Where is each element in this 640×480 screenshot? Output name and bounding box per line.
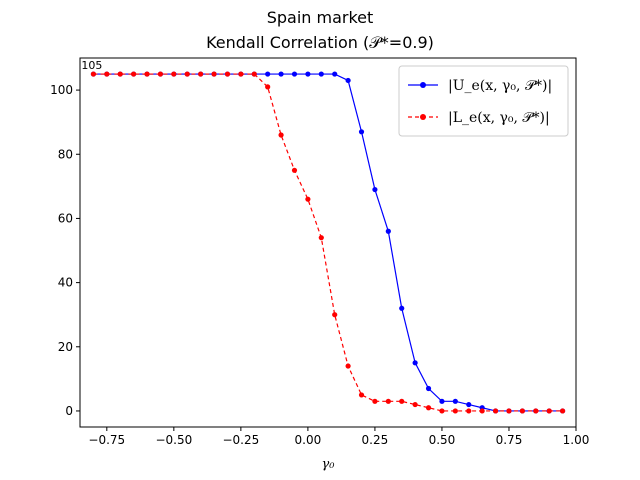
series-1-point xyxy=(452,408,458,414)
x-tick-label: −0.75 xyxy=(88,433,125,447)
series-1-point xyxy=(358,392,365,398)
x-tick-label: −0.25 xyxy=(222,433,259,447)
chart-title: Spain market xyxy=(267,8,374,27)
series-1-point xyxy=(318,235,324,241)
series-1-point xyxy=(104,71,110,77)
legend: |U_e(x, γ₀, 𝒫*)| |L_e(x, γ₀, 𝒫*)| xyxy=(398,65,569,137)
series-0-point xyxy=(345,77,351,84)
series-1-point xyxy=(533,408,539,414)
y-tick-label: 20 xyxy=(58,340,73,354)
y-tick-label: 80 xyxy=(58,147,73,161)
series-1-point xyxy=(278,132,284,138)
series-1-point xyxy=(184,71,190,77)
series-1-point xyxy=(412,401,418,408)
series-1-point xyxy=(157,71,164,77)
series-1-point xyxy=(238,71,244,77)
series-1-point xyxy=(131,71,137,77)
series-0-point xyxy=(385,228,391,234)
y-tick-label: 0 xyxy=(65,404,73,418)
series-1-point xyxy=(251,71,257,77)
series-0-point xyxy=(305,71,311,77)
x-tick-label: 0.50 xyxy=(429,433,456,447)
x-axis-label: γ₀ xyxy=(322,457,336,472)
series-0-point xyxy=(265,71,271,77)
y-tick-label: 100 xyxy=(50,83,73,97)
axes: −0.75 −0.50 −0.25 0.00 0.25 0.50 0.75 1.00 0 20 40… xyxy=(50,57,590,447)
series-0-point xyxy=(439,398,445,404)
series-1-point xyxy=(479,408,485,414)
series-0-point xyxy=(399,305,405,311)
series-1-point xyxy=(291,167,298,173)
series-1-point xyxy=(117,71,123,77)
series-1-point xyxy=(506,408,512,414)
series-1-point xyxy=(399,398,405,404)
x-tick-label: 1.00 xyxy=(563,433,590,447)
series-1-point xyxy=(144,71,150,77)
series-1-point xyxy=(305,196,311,202)
series-0-point xyxy=(425,385,432,392)
series-1-point xyxy=(425,405,432,411)
series-1-point xyxy=(466,408,472,414)
series-0-point xyxy=(466,401,472,408)
series-1-point xyxy=(385,398,391,404)
series-1-point xyxy=(198,71,204,77)
series-1-point xyxy=(492,408,499,414)
plot-frame xyxy=(79,57,577,428)
series-1-point xyxy=(211,71,217,77)
series-0-point xyxy=(291,71,298,77)
series-1-point xyxy=(345,363,351,369)
series-0-point xyxy=(358,129,365,135)
legend-frame xyxy=(398,65,569,137)
legend-label-upper: |U_e(x, γ₀, 𝒫*)| xyxy=(448,78,552,94)
series-1-point xyxy=(439,408,445,414)
series-1-point xyxy=(372,398,378,404)
x-tick-label: 0.75 xyxy=(496,433,523,447)
series-0-point xyxy=(372,186,378,193)
series-1-point xyxy=(519,408,525,414)
series-1-point xyxy=(224,71,231,77)
legend-marker-lower xyxy=(420,114,426,120)
series-1-point xyxy=(559,408,566,414)
series-1-point xyxy=(265,84,271,90)
y-tick-label: 60 xyxy=(58,211,73,225)
series-1-point xyxy=(332,312,338,318)
chart-subtitle: Kendall Correlation (𝒫*=0.9) xyxy=(206,33,434,52)
series-0-point xyxy=(412,360,418,366)
data-annotation: 105 xyxy=(81,59,102,72)
plot-area: 105 xyxy=(81,59,566,414)
legend-marker-upper xyxy=(420,82,426,88)
y-tick-label: 40 xyxy=(58,276,73,290)
series-1-point xyxy=(90,71,97,77)
series-1-point xyxy=(171,71,177,77)
series-0-point xyxy=(452,398,458,404)
series-0-point xyxy=(278,71,284,77)
x-tick-label: −0.50 xyxy=(155,433,192,447)
legend-label-lower: |L_e(x, γ₀, 𝒫*)| xyxy=(448,110,550,126)
x-tick-label: 0.25 xyxy=(362,433,389,447)
x-tick-label: 0.00 xyxy=(295,433,322,447)
series-1-point xyxy=(546,408,552,414)
series-0-point xyxy=(318,71,324,77)
series-0-point xyxy=(332,71,338,77)
